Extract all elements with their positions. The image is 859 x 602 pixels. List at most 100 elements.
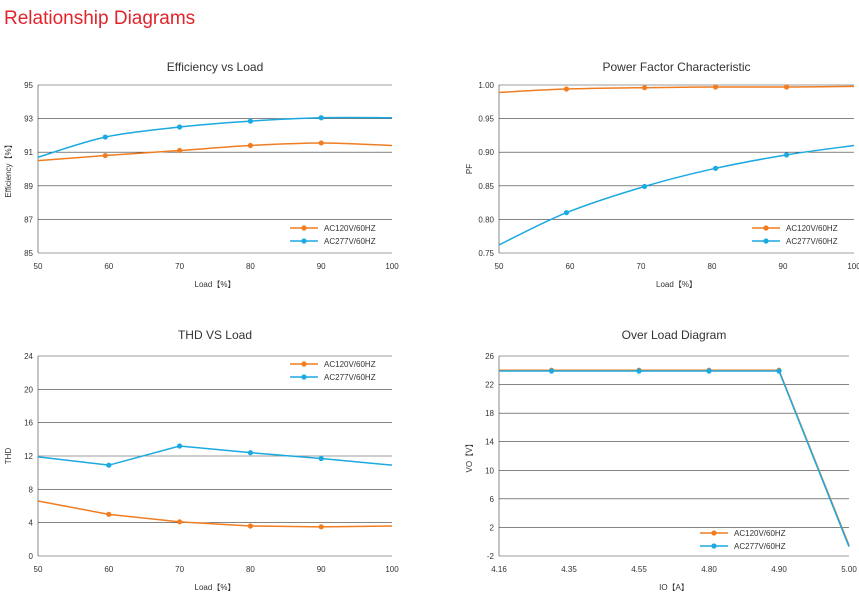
chart-2-x-tick: 100 — [385, 565, 399, 574]
chart-0-series-1-line — [37, 116, 393, 158]
chart-3-y-tick: 18 — [485, 409, 494, 418]
chart-0-y-tick: 85 — [24, 249, 33, 258]
chart-3-legend-0-marker — [711, 530, 717, 536]
chart-1-x-label: Load【%】 — [656, 280, 697, 289]
chart-3-y-tick: 6 — [490, 495, 495, 504]
chart-3-series-1-point — [636, 368, 642, 374]
chart-1-legend-0-label: AC120V/60HZ — [786, 224, 838, 233]
chart-0-series-1-point — [247, 118, 253, 124]
chart-2-legend-0-marker — [301, 361, 307, 367]
chart-1-legend-1-marker — [763, 238, 769, 244]
chart-0-x-tick: 50 — [34, 262, 43, 271]
chart-0-x-tick: 90 — [317, 262, 326, 271]
chart-2-series-0-point — [177, 519, 183, 525]
chart-3-series-0-line — [499, 369, 850, 546]
chart-1-y-label: PF — [465, 164, 474, 174]
chart-2-y-tick: 20 — [24, 385, 33, 394]
chart-1-x-tick: 60 — [566, 262, 575, 271]
chart-3-x-tick: 5.00 — [841, 565, 857, 574]
chart-0-y-tick: 87 — [24, 215, 33, 224]
chart-2-title: THD VS Load — [178, 328, 252, 342]
chart-3-y-tick: 22 — [485, 381, 494, 390]
chart-1-series-0-point — [783, 84, 790, 90]
chart-0-legend-0-label: AC120V/60HZ — [324, 224, 376, 233]
chart-0-title: Efficiency vs Load — [167, 60, 264, 74]
chart-0-series-1-point — [102, 134, 108, 140]
chart-1-y-tick: 0.80 — [478, 215, 494, 224]
chart-2-series-0-line — [37, 500, 393, 528]
chart-2-y-tick: 16 — [24, 419, 33, 428]
chart-2-y-tick: 24 — [24, 352, 33, 361]
chart-3-legend-0-label: AC120V/60HZ — [734, 529, 786, 538]
chart-2-legend-1-marker — [301, 374, 307, 380]
chart-0-series-0-point — [318, 140, 324, 146]
chart-3-y-tick: 26 — [485, 352, 494, 361]
chart-0-y-label: Efficiency【%】 — [4, 140, 13, 197]
chart-0-series-0-line — [37, 142, 393, 162]
chart-1-legend-0-marker — [763, 225, 769, 231]
chart-0-x-tick: 70 — [175, 262, 184, 271]
chart-0-y-tick: 89 — [24, 182, 33, 191]
chart-3-y-tick: 10 — [485, 466, 494, 475]
chart-0-series-1-point — [177, 124, 183, 130]
chart-2-x-label: Load【%】 — [195, 583, 236, 592]
chart-1-series-0-point — [712, 84, 719, 90]
chart-2-series-0-point — [247, 523, 253, 529]
chart-0-y-tick: 91 — [24, 148, 33, 157]
chart-0-x-tick: 100 — [385, 262, 399, 271]
chart-0-series-0-point — [247, 142, 253, 149]
chart-2-x-tick: 90 — [317, 565, 326, 574]
chart-2-legend-0-label: AC120V/60HZ — [324, 360, 376, 369]
chart-0-legend-1-label: AC277V/60HZ — [324, 237, 376, 246]
chart-0-series-0-point — [177, 147, 183, 154]
chart-3-y-tick: 2 — [490, 523, 495, 532]
chart-2-x-tick: 50 — [34, 565, 43, 574]
chart-2-x-tick: 70 — [175, 565, 184, 574]
chart-2-x-tick: 80 — [246, 565, 255, 574]
chart-0-legend-0-marker — [301, 225, 307, 231]
chart-0-y-tick: 93 — [24, 115, 33, 124]
chart-1-series-0-point — [641, 85, 648, 91]
chart-3-y-tick: 14 — [485, 438, 494, 447]
chart-1-series-1-point — [563, 210, 570, 216]
chart-1-series-1-point — [783, 152, 790, 158]
chart-0-series-0-point — [102, 152, 108, 159]
chart-3-x-tick: 4.90 — [771, 565, 787, 574]
chart-3-x-tick: 4.16 — [491, 565, 507, 574]
chart-0-x-tick: 60 — [104, 262, 113, 271]
chart-2-y-tick: 12 — [24, 452, 33, 461]
chart-3-series-1-point — [548, 368, 555, 374]
chart-2-y-tick: 0 — [29, 552, 34, 561]
chart-3-x-tick: 4.55 — [631, 565, 647, 574]
chart-3-x-label: IO【A】 — [659, 583, 689, 592]
chart-1-title: Power Factor Characteristic — [602, 60, 750, 74]
chart-2-series-1-line — [37, 445, 393, 466]
chart-3-x-tick: 4.80 — [701, 565, 717, 574]
chart-2-y-label: THD — [4, 448, 13, 465]
chart-1-y-tick: 0.75 — [478, 249, 494, 258]
chart-3-series-1-point — [706, 368, 712, 374]
chart-0-x-label: Load【%】 — [195, 280, 236, 289]
chart-1-legend-1-label: AC277V/60HZ — [786, 237, 838, 246]
chart-3-y-label: VO【V】 — [465, 440, 474, 473]
chart-1-y-tick: 0.95 — [478, 115, 494, 124]
chart-3-y-tick: -2 — [487, 552, 495, 561]
chart-3-series-1-line — [499, 370, 850, 547]
chart-1-y-tick: 1.00 — [478, 81, 494, 90]
chart-3-title: Over Load Diagram — [622, 328, 727, 342]
chart-1-series-0-line — [498, 85, 855, 94]
chart-1-x-tick: 90 — [779, 262, 788, 271]
chart-1-x-tick: 100 — [847, 262, 859, 271]
chart-0-series-1-point — [318, 115, 324, 121]
chart-2-x-tick: 60 — [104, 565, 113, 574]
chart-0-legend-1-marker — [301, 238, 307, 244]
chart-1-x-tick: 50 — [495, 262, 504, 271]
chart-1-series-1-point — [641, 183, 648, 190]
chart-2-series-0-point — [318, 524, 324, 530]
chart-1-series-1-line — [498, 144, 855, 246]
chart-2-series-0-point — [106, 511, 112, 517]
chart-1-x-tick: 70 — [637, 262, 646, 271]
chart-0-y-tick: 95 — [24, 81, 33, 90]
chart-3-x-tick: 4.35 — [561, 565, 577, 574]
